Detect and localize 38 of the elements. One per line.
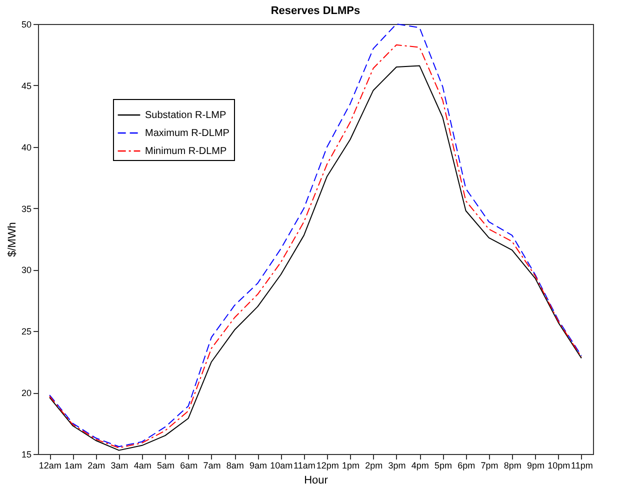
y-tick-label: 25: [21, 326, 32, 337]
x-tick-label: 6pm: [458, 460, 476, 470]
x-tick-label: 8pm: [504, 460, 522, 470]
y-tick-label: 30: [21, 265, 32, 276]
x-tick-label: 10pm: [548, 460, 570, 470]
x-tick-label: 1pm: [342, 460, 360, 470]
x-tick-label: 4am: [134, 460, 152, 470]
x-tick-label: 12am: [38, 460, 62, 470]
legend-label: Minimum R-DLMP: [145, 146, 227, 157]
y-tick-label: 15: [21, 450, 32, 460]
y-tick-label: 45: [21, 80, 32, 91]
x-tick-label: 10am: [270, 460, 293, 470]
y-tick-label: 50: [21, 20, 32, 30]
x-tick-label: 12pm: [316, 460, 339, 470]
y-tick-label: 35: [21, 204, 32, 214]
legend-label: Maximum R-DLMP: [145, 128, 230, 139]
x-tick-label: 7pm: [480, 460, 498, 470]
x-tick-label: 3am: [110, 460, 128, 470]
x-tick-label: 9pm: [526, 460, 544, 470]
y-tick-label: 40: [21, 142, 32, 152]
x-tick-label: 5pm: [434, 460, 452, 470]
x-tick-label: 9am: [249, 460, 267, 470]
x-tick-label: 7am: [203, 460, 221, 470]
x-tick-label: 11am: [294, 460, 316, 470]
x-axis-title: Hour: [304, 474, 328, 486]
x-tick-label: 2am: [88, 460, 106, 470]
x-tick-label: 2pm: [365, 460, 383, 470]
y-axis-title: $/MWh: [6, 222, 18, 257]
y-tick-label: 20: [21, 388, 32, 398]
chart-title: Reserves DLMPs: [270, 5, 360, 17]
x-tick-label: 5am: [156, 460, 174, 470]
x-tick-label: 6am: [180, 460, 198, 470]
x-tick-label: 1am: [64, 460, 82, 470]
x-tick-label: 11pm: [571, 460, 593, 470]
legend-label: Substation R-LMP: [145, 110, 226, 121]
x-tick-label: 8am: [226, 460, 244, 470]
x-tick-label: 3pm: [388, 460, 406, 470]
x-tick-label: 4pm: [411, 460, 429, 470]
